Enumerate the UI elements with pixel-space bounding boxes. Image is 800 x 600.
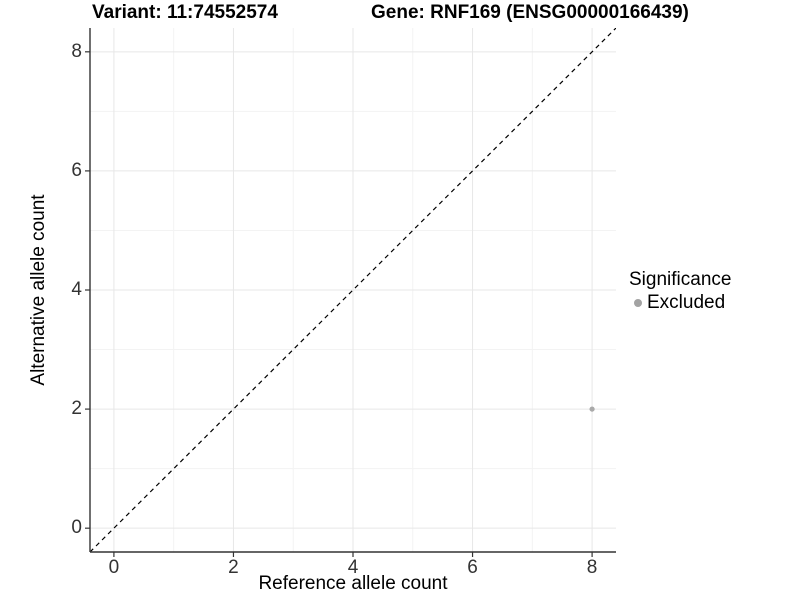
legend-item-excluded: Excluded [629, 291, 731, 314]
x-tick-label: 4 [347, 557, 359, 578]
legend-key [629, 294, 647, 312]
x-tick-label: 8 [586, 557, 598, 578]
legend: Significance Excluded [629, 268, 731, 314]
legend-item-label: Excluded [647, 291, 726, 313]
x-tick-label: 2 [228, 557, 239, 578]
plot-title-gene: Gene: RNF169 (ENSG00000166439) [371, 2, 689, 23]
y-tick-label: 8 [71, 40, 82, 62]
data-point [589, 406, 595, 412]
y-tick-label: 6 [71, 159, 82, 181]
plot-title-variant: Variant: 11:74552574 [92, 2, 278, 23]
legend-dot-icon [634, 298, 642, 307]
legend-title: Significance [629, 269, 732, 290]
x-axis-label: Reference allele count [258, 573, 448, 594]
y-tick-label: 0 [71, 517, 82, 539]
y-tick-label: 4 [71, 279, 82, 300]
y-tick-label: 2 [71, 398, 82, 420]
x-tick-label: 0 [108, 557, 120, 578]
x-tick-label: 6 [467, 557, 478, 578]
